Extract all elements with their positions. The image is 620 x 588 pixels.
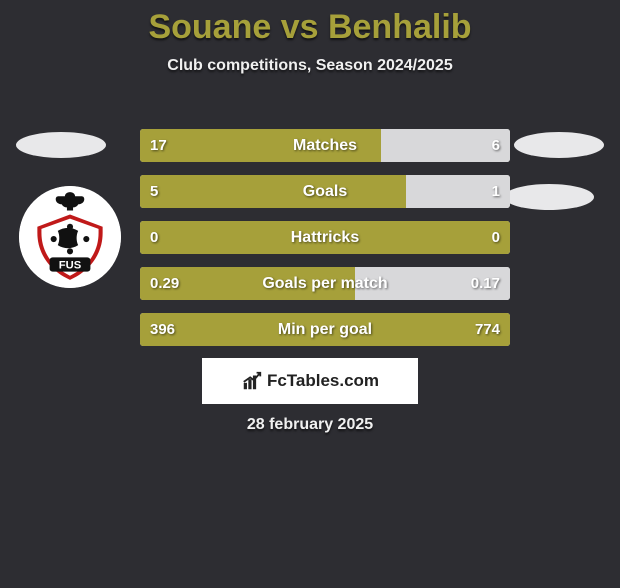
stat-row: 396Min per goal774 xyxy=(140,313,510,346)
stat-row: 0Hattricks0 xyxy=(140,221,510,254)
branding-box: FcTables.com xyxy=(202,358,418,404)
stat-label: Min per goal xyxy=(140,313,510,346)
svg-text:FUS: FUS xyxy=(59,260,82,272)
stat-value-right: 774 xyxy=(475,313,500,346)
player-right-silhouette xyxy=(514,132,604,158)
stat-value-right: 6 xyxy=(492,129,500,162)
stat-row: 5Goals1 xyxy=(140,175,510,208)
branding-text: FcTables.com xyxy=(267,371,379,391)
stat-value-right: 1 xyxy=(492,175,500,208)
comparison-bars: 17Matches6 5Goals1 0Hattricks0 0.29Goals pe… xyxy=(140,129,510,359)
comparison-title: Souane vs Benhalib xyxy=(0,8,620,47)
stat-row: 0.29Goals per match0.17 xyxy=(140,267,510,300)
stat-value-right: 0.17 xyxy=(471,267,500,300)
stat-value-right: 0 xyxy=(492,221,500,254)
stat-label: Goals xyxy=(140,175,510,208)
stat-label: Hattricks xyxy=(140,221,510,254)
stat-label: Goals per match xyxy=(140,267,510,300)
player-left-club-badge: FUS xyxy=(19,186,121,288)
player-right-club-silhouette xyxy=(504,184,594,210)
stat-label: Matches xyxy=(140,129,510,162)
comparison-subtitle: Club competitions, Season 2024/2025 xyxy=(0,57,620,75)
player-left-silhouette xyxy=(16,132,106,158)
stat-row: 17Matches6 xyxy=(140,129,510,162)
comparison-date: 28 february 2025 xyxy=(0,416,620,434)
chart-icon xyxy=(241,370,263,392)
